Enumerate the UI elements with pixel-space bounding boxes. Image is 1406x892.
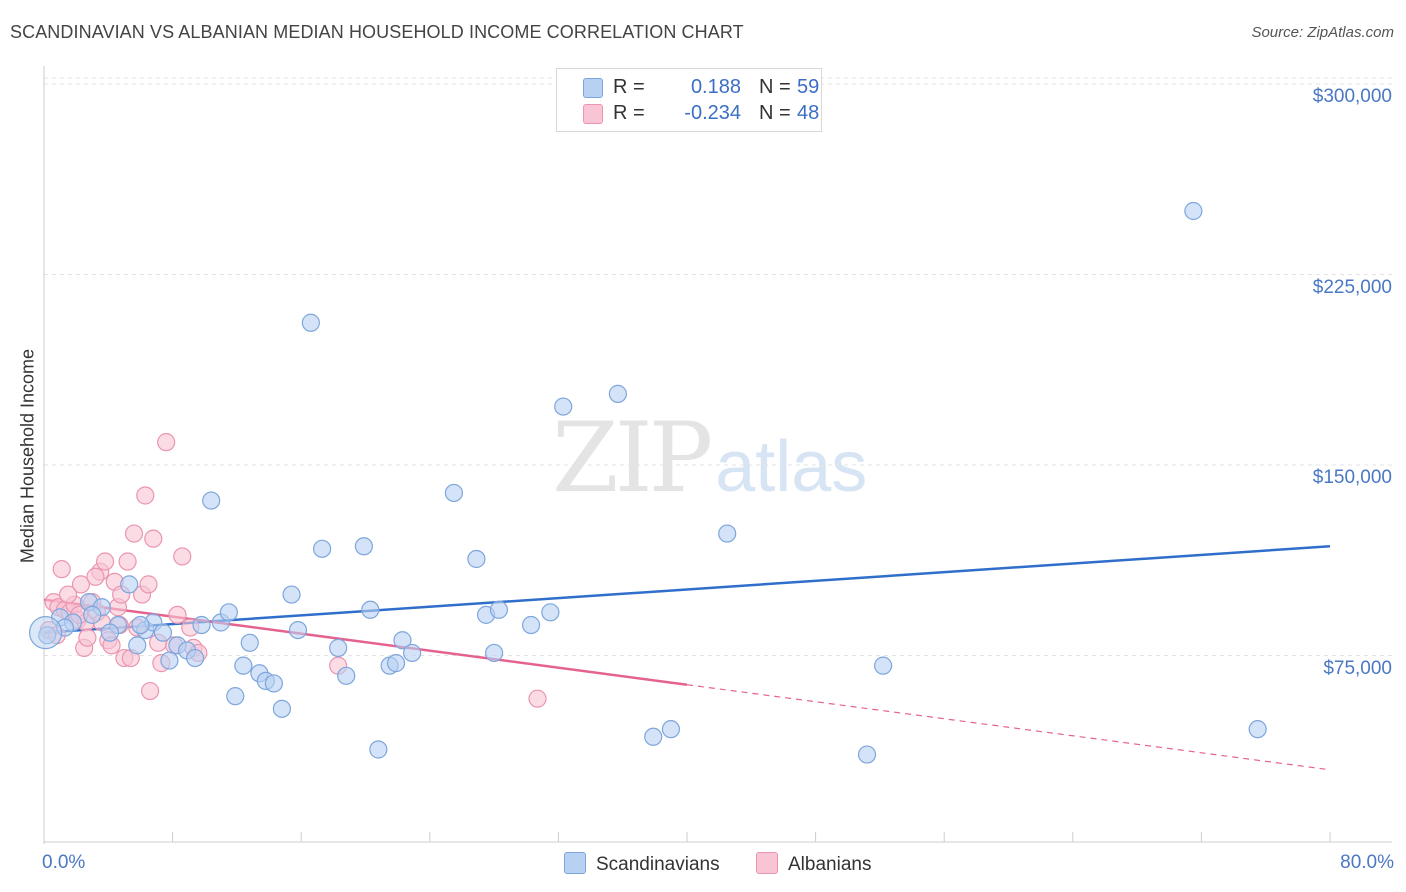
scandinavian-point bbox=[857, 745, 877, 764]
albanian-point bbox=[173, 547, 192, 566]
legend-n-value: 59 bbox=[797, 76, 820, 98]
legend-r-value: -0.234 bbox=[684, 102, 741, 124]
scandinavian-point bbox=[1248, 720, 1267, 739]
albanian-point bbox=[118, 552, 137, 571]
scandinavian-point bbox=[272, 699, 292, 718]
scandinavian-point bbox=[541, 603, 560, 622]
series-swatch-scandinavians bbox=[564, 852, 586, 874]
watermark-atlas: atlas bbox=[715, 427, 868, 507]
albanian-point bbox=[124, 524, 144, 543]
axes bbox=[43, 66, 1392, 844]
legend-swatch-albanians bbox=[583, 104, 603, 124]
scandinavian-point bbox=[264, 674, 283, 693]
scandinavian-point bbox=[337, 666, 356, 685]
scandinavian-point bbox=[1184, 201, 1203, 221]
trend-line-scandinavians bbox=[43, 545, 1331, 634]
series-swatch-albanians bbox=[756, 852, 778, 874]
scandinavian-point bbox=[403, 643, 422, 663]
albanian-point bbox=[136, 486, 155, 505]
scandinavian-point bbox=[153, 623, 173, 642]
scandinavian-point bbox=[489, 600, 509, 619]
scandinavian-cluster-point bbox=[29, 616, 63, 650]
trend-line-extension-albanians bbox=[686, 684, 1331, 771]
scandinavian-point bbox=[83, 605, 102, 624]
series-name-albanians: Albanians bbox=[788, 854, 872, 875]
scandinavian-point bbox=[661, 720, 681, 739]
source-label: Source: ZipAtlas.com bbox=[1251, 24, 1394, 41]
scandinavian-point bbox=[219, 603, 238, 622]
albanian-point bbox=[59, 585, 78, 604]
albanian-point bbox=[86, 567, 105, 586]
x-tick-label-max: 80.0% bbox=[1340, 852, 1394, 873]
scandinavian-point bbox=[131, 615, 150, 635]
scandinavian-point bbox=[369, 740, 388, 759]
scandinavian-point bbox=[718, 524, 737, 543]
scandinavian-point bbox=[240, 633, 259, 652]
zipatlas-watermark: ZIPatlas bbox=[552, 402, 867, 514]
scandinavian-point bbox=[485, 643, 504, 663]
albanian-point bbox=[52, 560, 71, 579]
chart-title: SCANDINAVIAN VS ALBANIAN MEDIAN HOUSEHOL… bbox=[10, 22, 744, 42]
scandinavian-point bbox=[467, 549, 486, 569]
y-tick-label-75000: $75,000 bbox=[1323, 658, 1392, 679]
scandinavian-point bbox=[554, 397, 573, 416]
correlation-legend: R = 0.188 N = 59 R = -0.234 N = 48 bbox=[556, 68, 822, 132]
albanian-point bbox=[140, 681, 160, 701]
series-name-scandinavians: Scandinavians bbox=[596, 854, 720, 875]
albanian-point bbox=[78, 628, 97, 647]
x-tick-label-min: 0.0% bbox=[42, 852, 86, 873]
scandinavian-point bbox=[202, 491, 221, 510]
scandinavian-point bbox=[282, 585, 301, 604]
scandinavian-point bbox=[301, 313, 320, 332]
albanian-point bbox=[528, 689, 547, 708]
legend-swatch-scandinavians bbox=[583, 78, 603, 98]
albanian-point bbox=[168, 605, 187, 624]
legend-n-value: 48 bbox=[797, 102, 820, 124]
albanian-point bbox=[139, 575, 158, 594]
scandinavian-point bbox=[354, 537, 373, 556]
legend-n-label: N = bbox=[759, 102, 791, 124]
trend-lines bbox=[43, 545, 1331, 771]
data-points bbox=[29, 201, 1267, 764]
watermark-zip: ZIP bbox=[552, 402, 713, 514]
series-legend-albanians: Albanians bbox=[756, 852, 871, 876]
scandinavian-point bbox=[312, 539, 332, 558]
scandinavian-point bbox=[361, 600, 380, 619]
scandinavian-point bbox=[226, 687, 245, 706]
grid-lines bbox=[44, 77, 1392, 656]
scandinavian-point bbox=[128, 636, 147, 655]
albanian-point bbox=[157, 433, 176, 452]
scandinavian-point bbox=[288, 620, 308, 640]
scandinavian-point bbox=[444, 483, 464, 503]
legend-r-label: R = bbox=[613, 76, 645, 98]
scandinavian-point bbox=[120, 575, 139, 594]
scandinavian-point bbox=[386, 654, 406, 673]
legend-n-label: N = bbox=[759, 76, 791, 98]
y-tick-label-225000: $225,000 bbox=[1312, 277, 1392, 298]
scandinavian-point bbox=[874, 656, 893, 675]
scandinavian-point bbox=[160, 651, 179, 670]
scandinavian-point bbox=[186, 648, 205, 668]
scandinavian-point bbox=[100, 623, 120, 642]
legend-r-label: R = bbox=[613, 102, 645, 124]
y-tick-label-300000: $300,000 bbox=[1312, 86, 1392, 107]
scandinavian-point bbox=[393, 631, 412, 650]
legend-r-value: 0.188 bbox=[690, 76, 741, 98]
scandinavian-point bbox=[329, 638, 348, 657]
y-tick-label-150000: $150,000 bbox=[1312, 467, 1392, 488]
albanian-point bbox=[144, 529, 163, 548]
scandinavian-point bbox=[192, 615, 211, 635]
albanian-point bbox=[71, 575, 91, 594]
scandinavian-point bbox=[608, 384, 627, 403]
scandinavian-point bbox=[521, 615, 541, 635]
series-legend-scandinavians: Scandinavians bbox=[564, 852, 720, 876]
scandinavian-point bbox=[644, 727, 663, 746]
albanian-point bbox=[95, 552, 115, 571]
scandinavian-point bbox=[234, 656, 253, 675]
y-axis-label: Median Household Income bbox=[17, 348, 38, 564]
